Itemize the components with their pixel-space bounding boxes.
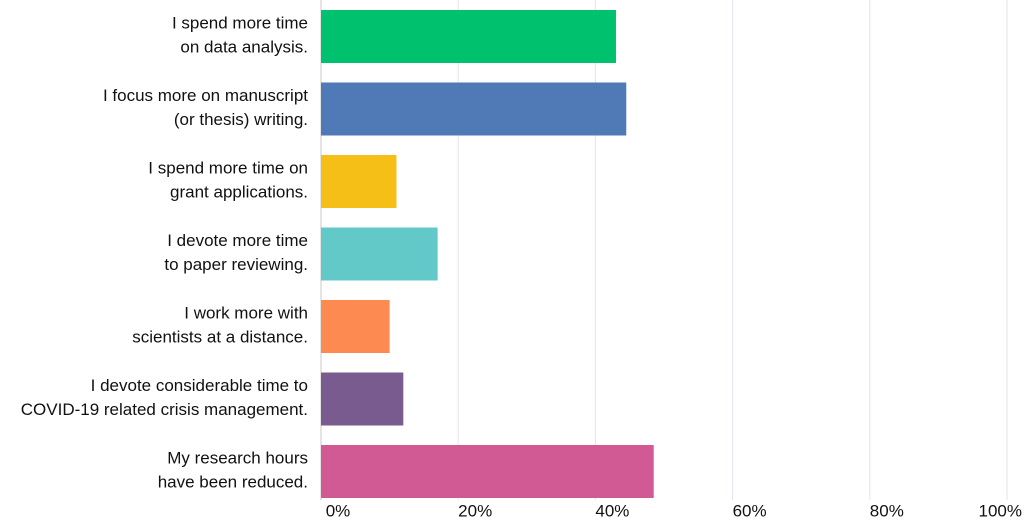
y-tick-label: I devote considerable time to <box>91 376 308 395</box>
bar <box>321 82 627 136</box>
bar <box>321 227 438 281</box>
y-tick-label: COVID-19 related crisis management. <box>21 400 308 419</box>
x-tick-label: 100% <box>979 501 1022 520</box>
y-tick-label: My research hours <box>167 448 308 467</box>
y-tick-label: I spend more time on <box>148 158 308 177</box>
y-tick-label: grant applications. <box>170 182 308 201</box>
bar <box>321 155 397 208</box>
y-tick-label: I spend more time <box>172 13 308 32</box>
y-tick-label: I work more with <box>184 303 308 322</box>
bar <box>321 10 616 63</box>
y-tick-label: to paper reviewing. <box>164 255 308 274</box>
y-tick-label: I devote more time <box>167 231 308 250</box>
x-tick-label: 60% <box>733 501 767 520</box>
y-tick-label: scientists at a distance. <box>132 327 308 346</box>
bar <box>321 372 404 426</box>
y-tick-label: on data analysis. <box>180 37 308 56</box>
x-tick-label: 0% <box>326 501 351 520</box>
x-tick-label: 40% <box>595 501 629 520</box>
bar <box>321 445 654 498</box>
x-tick-label: 20% <box>458 501 492 520</box>
y-tick-label: have been reduced. <box>158 472 308 491</box>
y-tick-label: (or thesis) writing. <box>174 110 308 129</box>
y-tick-label: I focus more on manuscript <box>103 86 308 105</box>
x-tick-label: 80% <box>870 501 904 520</box>
bar <box>321 300 390 353</box>
